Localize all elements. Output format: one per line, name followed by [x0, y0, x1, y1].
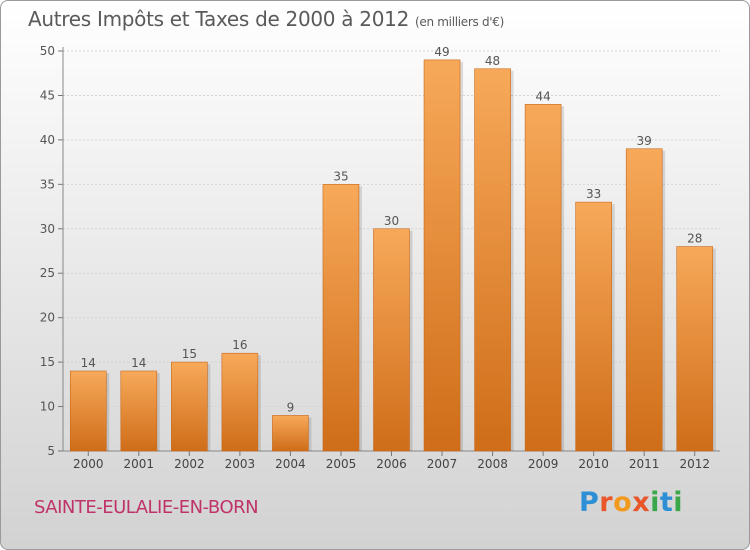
bar: [676, 246, 714, 452]
x-tick-label: 2001: [124, 457, 155, 471]
logo-letter: r: [599, 487, 614, 518]
x-tick-label: 2011: [629, 457, 660, 471]
y-tick-label: 10: [40, 400, 55, 414]
x-tick-label: 2007: [427, 457, 458, 471]
x-tick-label: 2008: [477, 457, 508, 471]
logo-letter: i: [650, 487, 660, 518]
bar-value-label: 14: [81, 356, 96, 370]
logo-letter: o: [613, 487, 633, 518]
bar: [474, 68, 511, 452]
logo-letter: P: [579, 487, 600, 518]
logo-letter: i: [673, 487, 684, 518]
y-tick-label: 25: [40, 266, 55, 280]
x-tick-label: 2003: [225, 457, 256, 471]
y-tick-label: 20: [40, 311, 55, 325]
bar-value-label: 14: [131, 356, 146, 370]
bar: [171, 361, 208, 452]
bar-value-label: 49: [434, 45, 449, 59]
x-tick-label: 2009: [528, 457, 559, 471]
x-tick-label: 2002: [174, 457, 205, 471]
bar: [373, 228, 410, 452]
bar: [221, 352, 259, 452]
commune-name: SAINTE-EULALIE-EN-BORN: [34, 497, 259, 518]
bar-value-label: 9: [287, 400, 295, 414]
bar-value-label: 28: [687, 232, 702, 246]
x-tick-label: 2000: [73, 457, 104, 471]
chart-title-text: Autres Impôts et Taxes de 2000 à 2012: [28, 7, 409, 31]
bar: [423, 59, 461, 452]
bar: [272, 415, 309, 452]
y-tick-label: 50: [40, 44, 55, 58]
chart-title: Autres Impôts et Taxes de 2000 à 2012 (en…: [28, 7, 504, 31]
y-tick-label: 30: [40, 222, 55, 236]
y-tick-label: 45: [40, 88, 55, 102]
proxiti-logo: Proxiti: [579, 487, 683, 518]
y-tick-label: 15: [40, 355, 55, 369]
logo-letter: x: [632, 487, 651, 518]
bar-value-label: 44: [535, 89, 550, 103]
bars: [69, 59, 716, 452]
x-tick-label: 2006: [376, 457, 407, 471]
bar: [120, 370, 158, 452]
y-tick-label: 40: [40, 133, 55, 147]
logo-letter: t: [659, 487, 674, 518]
bar-value-label: 16: [232, 338, 247, 352]
bar-value-label: 39: [637, 134, 652, 148]
x-tick-label: 2004: [275, 457, 306, 471]
y-tick-label: 5: [47, 444, 55, 458]
bar-value-label: 48: [485, 54, 500, 68]
bar: [575, 201, 612, 452]
labels: 5 10 15 20 25 30 35 40 45 50 14 2000 14 2001 15 2002 16 2…: [40, 44, 710, 471]
chart-unit: (en milliers d'€): [415, 15, 505, 29]
bar-value-label: 35: [333, 169, 348, 183]
bar-value-label: 15: [182, 347, 197, 361]
bar: [524, 104, 562, 452]
x-tick-label: 2012: [679, 457, 710, 471]
bar: [322, 184, 360, 452]
bar: [69, 370, 107, 452]
bar: [625, 148, 663, 452]
x-tick-label: 2010: [578, 457, 609, 471]
bar-value-label: 30: [384, 214, 399, 228]
x-tick-label: 2005: [326, 457, 357, 471]
y-tick-label: 35: [40, 177, 55, 191]
bar-value-label: 33: [586, 187, 601, 201]
